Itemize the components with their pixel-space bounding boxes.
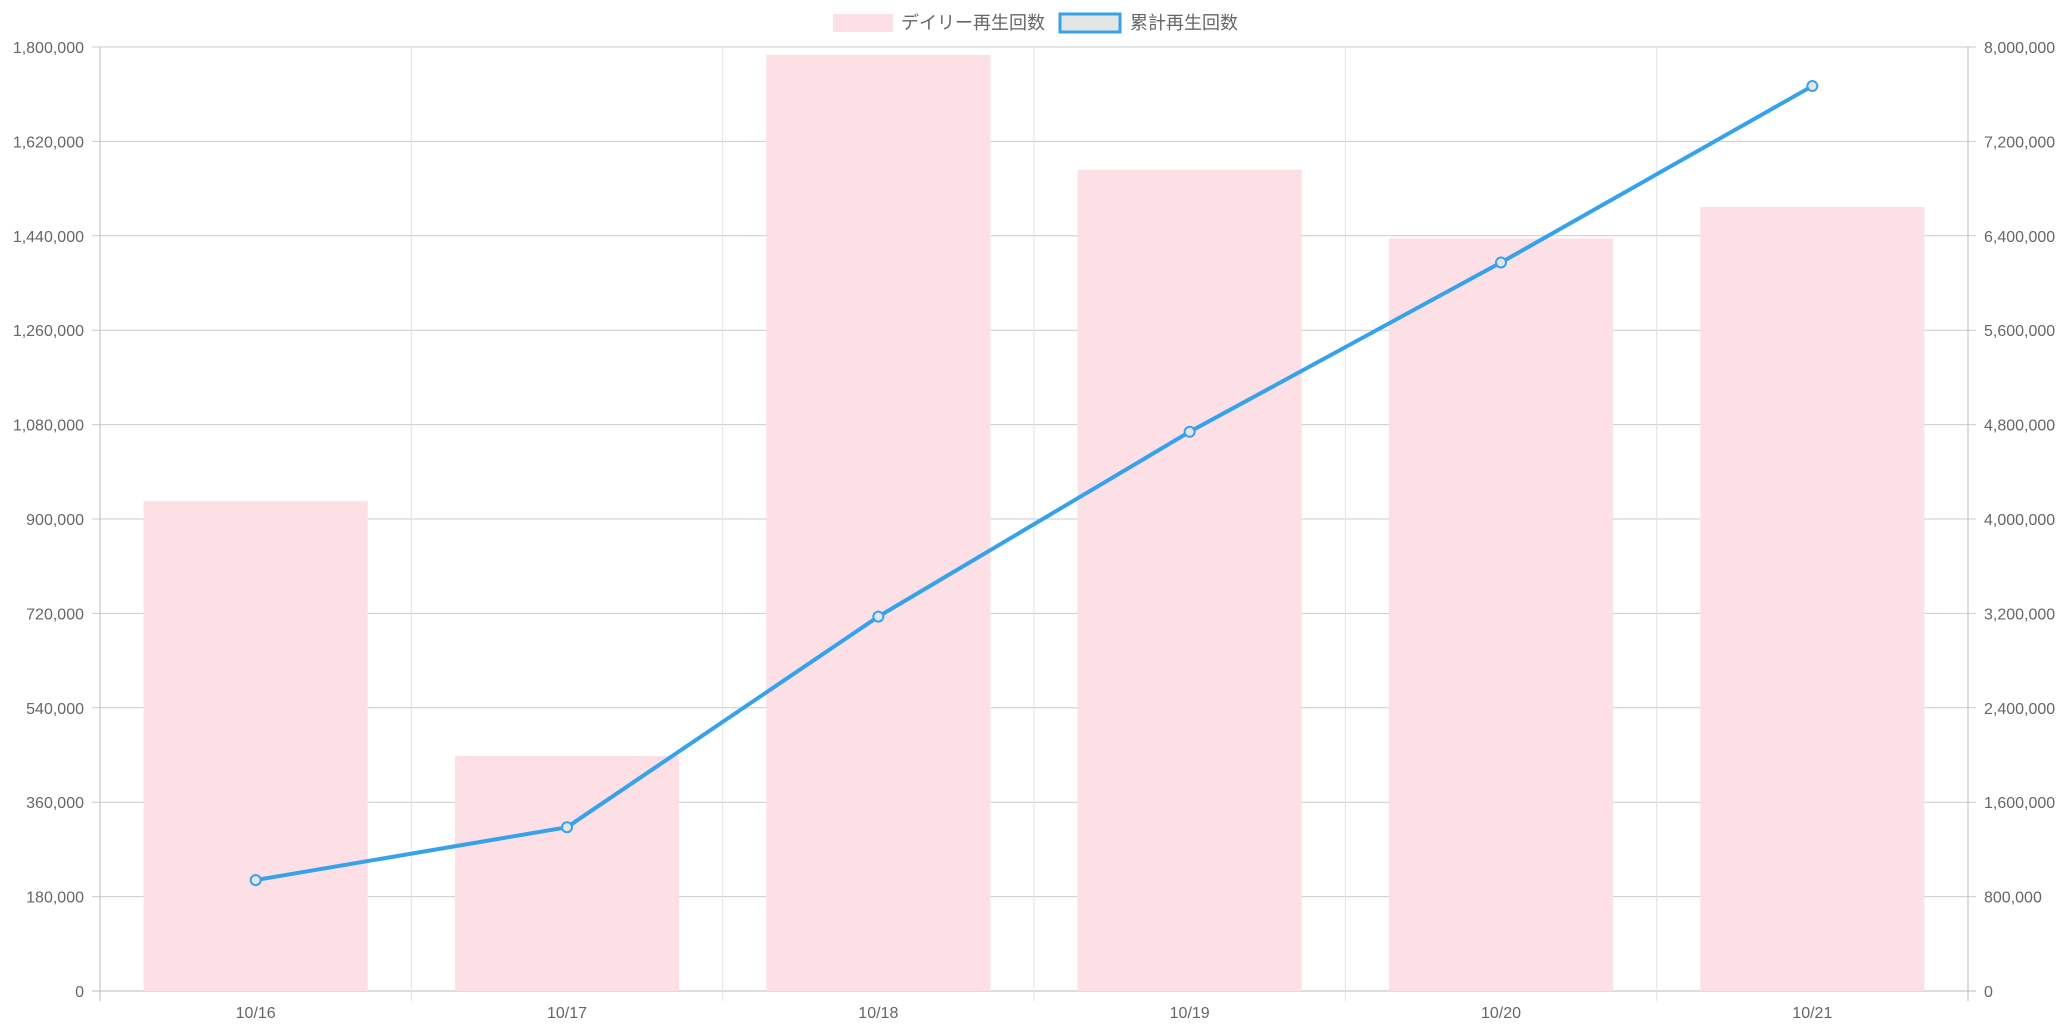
y-left-tick-label: 900,000 bbox=[26, 512, 84, 529]
y-left-tick-label: 720,000 bbox=[26, 606, 84, 623]
bars bbox=[143, 54, 1925, 992]
y-right-tick-label: 4,000,000 bbox=[1984, 512, 2055, 529]
y-right-tick-label: 4,800,000 bbox=[1984, 418, 2055, 435]
bar-daily bbox=[766, 54, 991, 992]
point-cumulative bbox=[1806, 80, 1819, 93]
legend-label-daily[interactable]: デイリー再生回数 bbox=[901, 13, 1045, 33]
y-right-tick-label: 5,600,000 bbox=[1984, 323, 2055, 340]
y-left-tick-label: 180,000 bbox=[26, 890, 84, 907]
y-left-tick-label: 1,440,000 bbox=[13, 229, 84, 246]
bar-daily bbox=[454, 756, 680, 991]
y-right-tick-label: 8,000,000 bbox=[1984, 40, 2055, 57]
bar-daily bbox=[143, 501, 368, 991]
grid bbox=[92, 46, 1976, 1001]
y-left-tick-label: 1,260,000 bbox=[13, 323, 84, 340]
y-right-tick-label: 3,200,000 bbox=[1984, 606, 2055, 623]
point-cumulative bbox=[249, 874, 262, 887]
x-tick-label: 10/17 bbox=[547, 1005, 587, 1022]
axes: 0 0 180,000 800,000 360,000 1,600,000 540,000 2… bbox=[13, 40, 2055, 1022]
legend-swatch-daily[interactable] bbox=[833, 14, 893, 32]
y-left-tick-label: 1,620,000 bbox=[13, 134, 84, 151]
y-right-tick-label: 7,200,000 bbox=[1984, 134, 2055, 151]
y-left-tick-label: 0 bbox=[75, 984, 84, 1001]
y-left-tick-label: 360,000 bbox=[26, 795, 84, 812]
x-tick-label: 10/21 bbox=[1792, 1005, 1832, 1022]
y-left-tick-label: 1,800,000 bbox=[13, 40, 84, 57]
y-right-tick-label: 6,400,000 bbox=[1984, 229, 2055, 246]
x-tick-label: 10/19 bbox=[1170, 1005, 1210, 1022]
x-tick-label: 10/16 bbox=[236, 1005, 276, 1022]
y-left-tick-label: 1,080,000 bbox=[13, 418, 84, 435]
line-cumulative bbox=[255, 84, 1814, 883]
legend-swatch-cumulative[interactable] bbox=[1058, 12, 1122, 34]
y-right-tick-label: 1,600,000 bbox=[1984, 795, 2055, 812]
bar-daily bbox=[1700, 206, 1925, 991]
legend[interactable]: デイリー再生回数 累計再生回数 bbox=[833, 12, 1238, 34]
line-series bbox=[249, 80, 1819, 887]
y-left-tick-label: 540,000 bbox=[26, 701, 84, 718]
x-tick-label: 10/18 bbox=[858, 1005, 898, 1022]
y-right-tick-label: 2,400,000 bbox=[1984, 701, 2055, 718]
x-tick-label: 10/20 bbox=[1481, 1005, 1521, 1022]
point-cumulative bbox=[1183, 425, 1196, 438]
legend-label-cumulative[interactable]: 累計再生回数 bbox=[1130, 13, 1238, 33]
point-cumulative bbox=[872, 610, 885, 623]
y-right-tick-label: 800,000 bbox=[1984, 890, 2042, 907]
bar-daily bbox=[1077, 169, 1302, 992]
bar-daily bbox=[1388, 238, 1614, 991]
point-cumulative bbox=[1495, 256, 1507, 269]
y-right-tick-label: 0 bbox=[1984, 984, 1993, 1001]
point-cumulative bbox=[561, 821, 573, 834]
